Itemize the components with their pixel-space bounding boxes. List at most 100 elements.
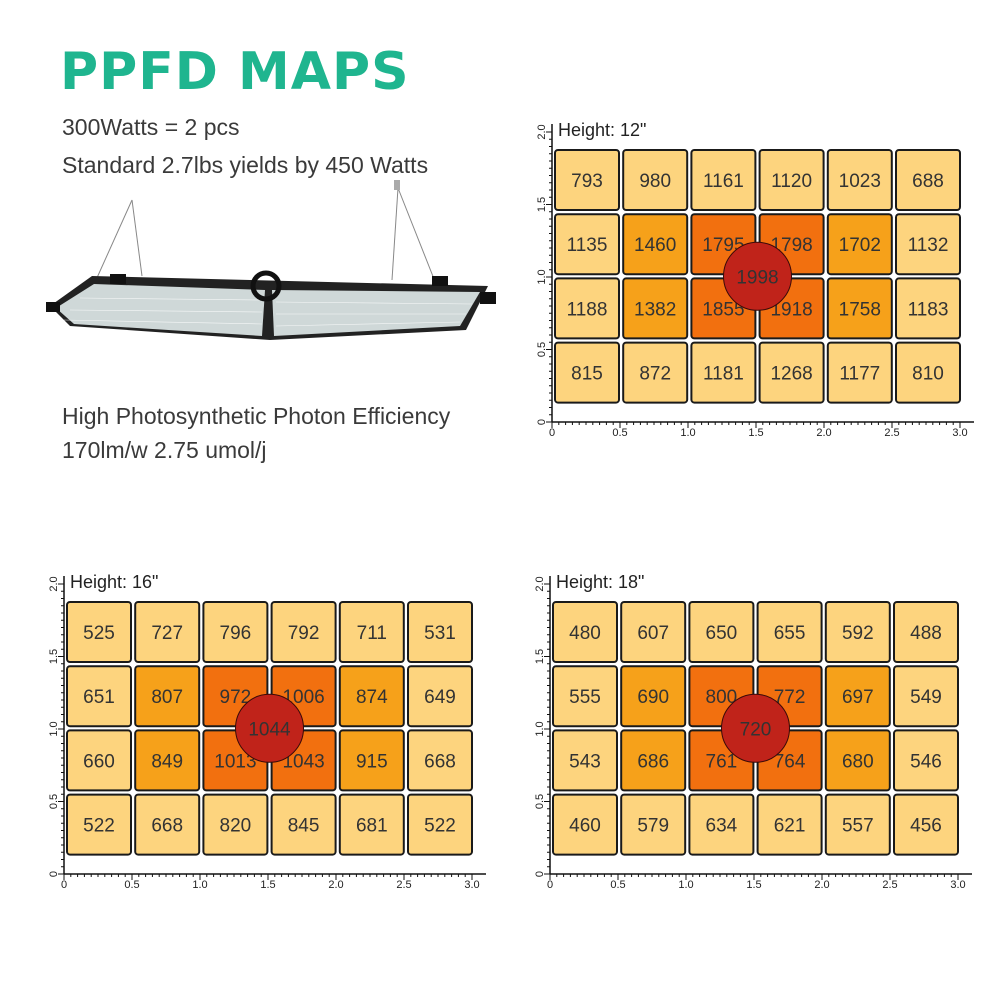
center-peak-value: 1998 bbox=[736, 267, 778, 288]
cell-value: 480 bbox=[569, 623, 601, 644]
y-tick-label: 2.0 bbox=[536, 124, 548, 139]
heatmap-cell bbox=[134, 793, 201, 856]
x-tick-label: 3.0 bbox=[952, 427, 967, 439]
cell-value: 460 bbox=[569, 816, 601, 837]
cell-value: 761 bbox=[706, 751, 738, 772]
cell-value: 549 bbox=[910, 687, 942, 708]
center-peak-value: 720 bbox=[740, 719, 772, 740]
x-tick-label: 1.0 bbox=[192, 879, 207, 891]
cell-value: 1798 bbox=[770, 235, 812, 256]
y-tick-label: 0.5 bbox=[48, 794, 60, 809]
heatmap-cell bbox=[552, 665, 618, 728]
page-title: PPFD MAPS bbox=[60, 42, 410, 102]
cell-value: 1013 bbox=[214, 751, 256, 772]
heatmap-cell bbox=[552, 793, 618, 856]
cell-value: 1120 bbox=[771, 171, 812, 192]
cell-value: 690 bbox=[637, 687, 669, 708]
height-label: Height: 18" bbox=[556, 572, 644, 592]
heatmap-cell bbox=[758, 149, 825, 211]
cell-value: 557 bbox=[842, 816, 874, 837]
y-tick-label: 1.0 bbox=[534, 721, 546, 736]
x-tick-label: 2.0 bbox=[328, 879, 343, 891]
y-tick-label: 1.0 bbox=[536, 269, 548, 284]
x-tick-label: 1.0 bbox=[678, 879, 693, 891]
y-tick-label: 0 bbox=[48, 871, 60, 877]
cell-value: 456 bbox=[910, 816, 942, 837]
cell-value: 1006 bbox=[282, 687, 324, 708]
y-tick-label: 0.5 bbox=[536, 342, 548, 357]
cell-value: 697 bbox=[842, 687, 874, 708]
heatmap-cell bbox=[756, 601, 823, 663]
height-label: Height: 16" bbox=[70, 572, 158, 592]
cell-value: 872 bbox=[639, 364, 671, 385]
x-tick-label: 2.0 bbox=[814, 879, 829, 891]
cell-value: 621 bbox=[774, 816, 806, 837]
cell-value: 1177 bbox=[839, 364, 880, 385]
x-tick-label: 2.0 bbox=[816, 427, 831, 439]
cell-value: 1132 bbox=[908, 235, 949, 256]
heatmap-cell bbox=[893, 793, 959, 856]
cell-value: 845 bbox=[288, 816, 320, 837]
heatmap-cell bbox=[552, 601, 618, 663]
heatmap-cell bbox=[826, 277, 893, 340]
heatmap-cell bbox=[756, 793, 823, 856]
heatmap-cell bbox=[690, 341, 757, 404]
cell-value: 980 bbox=[639, 171, 671, 192]
cell-value: 792 bbox=[288, 623, 320, 644]
heatmap-cell bbox=[895, 341, 961, 404]
x-tick-label: 1.0 bbox=[680, 427, 695, 439]
center-peak-marker bbox=[721, 693, 790, 763]
cell-value: 810 bbox=[912, 364, 944, 385]
heatmap-cell bbox=[893, 601, 959, 663]
heatmap-cell bbox=[620, 665, 687, 728]
ppfd-map-18in: Height: 18" 0 0.5 1.0 1.5 2.0 2.5 3.0 0 0.5 1.0 1.5… bbox=[526, 566, 998, 896]
cell-value: 796 bbox=[220, 623, 252, 644]
x-tick-label: 3.0 bbox=[464, 879, 479, 891]
cell-value: 1268 bbox=[770, 364, 812, 385]
x-tick-label: 3.0 bbox=[950, 879, 965, 891]
heatmap-cell bbox=[202, 793, 269, 856]
x-tick-label: 1.5 bbox=[260, 879, 275, 891]
power-spec-text: 300Watts = 2 pcs bbox=[62, 114, 240, 140]
heatmap-cell bbox=[826, 149, 893, 211]
cell-value: 543 bbox=[569, 751, 601, 772]
cell-value: 525 bbox=[83, 623, 115, 644]
heatmap-cell bbox=[134, 729, 201, 792]
cell-value: 660 bbox=[83, 751, 115, 772]
cell-value: 1183 bbox=[908, 299, 949, 320]
cell-value: 915 bbox=[356, 751, 388, 772]
heatmap-cell bbox=[893, 729, 959, 792]
y-tick-label: 0 bbox=[536, 419, 548, 425]
x-tick-label: 0.5 bbox=[124, 879, 139, 891]
cell-value: 1702 bbox=[839, 235, 881, 256]
heatmap-cell bbox=[338, 793, 405, 856]
cell-value: 522 bbox=[83, 816, 115, 837]
heatmap-cell bbox=[270, 601, 337, 663]
heatmap-cell bbox=[134, 601, 201, 663]
y-tick-label: 0 bbox=[534, 871, 546, 877]
cell-value: 972 bbox=[220, 687, 252, 708]
center-peak-marker bbox=[723, 241, 792, 311]
x-tick-label: 0 bbox=[549, 427, 555, 439]
heatmap-cell bbox=[895, 277, 961, 340]
cell-value: 592 bbox=[842, 623, 874, 644]
heatmap-cell bbox=[622, 213, 689, 276]
cell-value: 1795 bbox=[702, 235, 744, 256]
cell-value: 488 bbox=[910, 623, 942, 644]
x-tick-label: 2.5 bbox=[882, 879, 897, 891]
cell-value: 531 bbox=[424, 623, 456, 644]
x-tick-label: 0 bbox=[61, 879, 67, 891]
heatmap-cell bbox=[202, 601, 269, 663]
cell-value: 772 bbox=[774, 687, 806, 708]
center-peak-marker bbox=[235, 693, 304, 763]
x-tick-label: 0.5 bbox=[612, 427, 627, 439]
y-tick-label: 1.5 bbox=[536, 197, 548, 212]
heatmap-cell bbox=[895, 149, 961, 211]
heatmap-cell bbox=[338, 601, 405, 663]
cell-value: 1188 bbox=[567, 299, 608, 320]
cell-value: 607 bbox=[637, 623, 669, 644]
heatmap-cell bbox=[824, 665, 891, 728]
y-tick-label: 1.5 bbox=[48, 649, 60, 664]
y-tick-label: 1.0 bbox=[48, 721, 60, 736]
heatmap-cell bbox=[66, 729, 132, 792]
